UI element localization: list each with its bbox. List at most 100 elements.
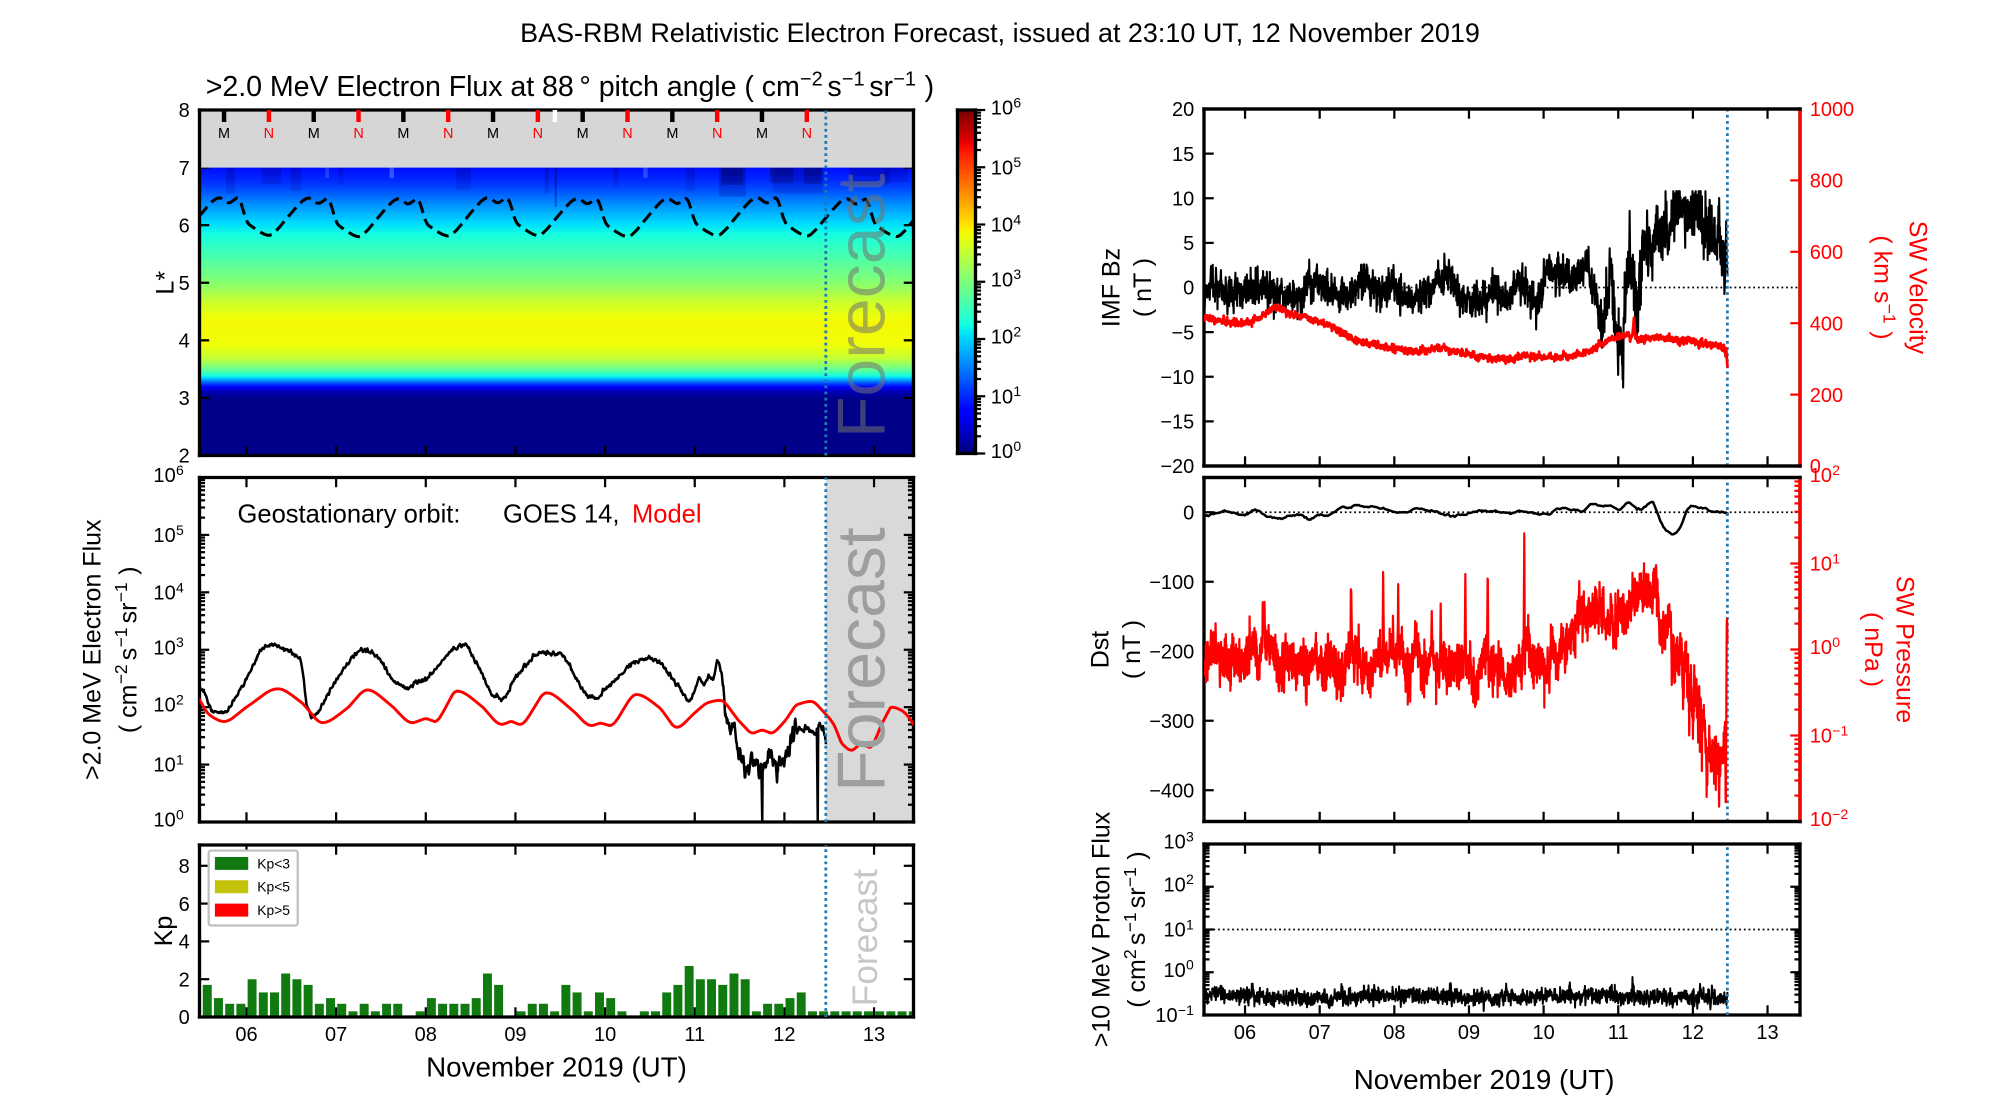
svg-text:06: 06	[1234, 1022, 1256, 1044]
svg-text:800: 800	[1810, 171, 1843, 193]
svg-text:N: N	[533, 126, 543, 142]
svg-text:M: M	[308, 126, 320, 142]
svg-text:200: 200	[1810, 385, 1843, 407]
svg-text:Dst: Dst	[1086, 631, 1114, 669]
svg-text:M: M	[487, 126, 499, 142]
svg-text:09: 09	[504, 1024, 526, 1046]
svg-text:1 0 2: 1 0 2	[153, 672, 186, 722]
svg-text:N: N	[712, 126, 722, 142]
svg-text:10: 10	[1532, 1022, 1554, 1044]
svg-text:November 2019 (UT): November 2019 (UT)	[1354, 1064, 1615, 1095]
svg-text:1 0 6: 1 0 6	[991, 75, 1024, 125]
svg-text:November 2019 (UT): November 2019 (UT)	[426, 1052, 687, 1083]
svg-text:M: M	[397, 126, 409, 142]
svg-text:1 0 4: 1 0 4	[991, 192, 1024, 242]
svg-text:0: 0	[1183, 502, 1194, 524]
svg-text:Forecast: Forecast	[823, 173, 899, 438]
svg-text:( c m: ( c m s s r ) 2 − 1 − 1	[1096, 840, 1155, 1008]
svg-text:07: 07	[325, 1024, 347, 1046]
svg-text:−100: −100	[1149, 572, 1194, 594]
svg-text:1 0 5: 1 0 5	[153, 502, 186, 552]
svg-text:L*: L*	[151, 271, 179, 295]
svg-text:M: M	[756, 126, 768, 142]
svg-text:−400: −400	[1149, 780, 1194, 802]
svg-text:6: 6	[179, 894, 190, 916]
svg-text:0: 0	[179, 1007, 190, 1029]
svg-text:−20: −20	[1160, 456, 1194, 478]
svg-text:Forecast: Forecast	[846, 869, 885, 1006]
svg-text:M: M	[577, 126, 589, 142]
svg-text:0: 0	[1183, 278, 1194, 300]
svg-text:SW Pressure: SW Pressure	[1890, 576, 1918, 723]
svg-text:( nT ): ( nT )	[1118, 620, 1146, 679]
svg-text:( c m: ( c m s s r ) − 2 − 1 − 1	[87, 555, 146, 733]
svg-text:7: 7	[179, 158, 190, 180]
svg-text:20: 20	[1172, 99, 1194, 121]
svg-text:1 0 3: 1 0 3	[991, 246, 1024, 296]
svg-text:1 0 0: 1 0 0	[1163, 937, 1196, 987]
svg-text:1 0 −: 1 0 − 1	[1155, 975, 1197, 1032]
svg-text:1 0 3: 1 0 3	[153, 614, 186, 664]
svg-text:M: M	[666, 126, 678, 142]
svg-text:09: 09	[1458, 1022, 1480, 1044]
svg-text:8: 8	[179, 100, 190, 122]
svg-text:08: 08	[415, 1024, 437, 1046]
svg-text:Forecast: Forecast	[823, 527, 899, 792]
svg-text:2: 2	[179, 969, 190, 991]
svg-text:12: 12	[1682, 1022, 1704, 1044]
svg-text:5: 5	[1183, 233, 1194, 255]
svg-text:1 0 1: 1 0 1	[1163, 897, 1196, 947]
svg-text:SW Velocity: SW Velocity	[1904, 221, 1932, 355]
svg-text:6: 6	[179, 215, 190, 237]
svg-text:BAS-RBM Relativistic Electron: BAS-RBM Relativistic Electron Forecast, …	[520, 18, 1480, 48]
svg-text:Model: Model	[632, 500, 702, 528]
svg-text:Kp<5: Kp<5	[257, 879, 290, 895]
svg-text:M: M	[218, 126, 230, 142]
svg-text:1 0 1: 1 0 1	[153, 732, 186, 782]
svg-text:1 0 −: 1 0 − 2	[1810, 779, 1852, 836]
svg-text:13: 13	[1756, 1022, 1778, 1044]
svg-text:0: 0	[1810, 456, 1821, 478]
svg-text:1 0 1: 1 0 1	[991, 363, 1024, 413]
svg-text:400: 400	[1810, 313, 1843, 335]
svg-text:1 0 2: 1 0 2	[1810, 442, 1843, 492]
svg-text:1 0 0: 1 0 0	[991, 418, 1024, 468]
svg-text:11: 11	[1608, 1022, 1629, 1044]
svg-text:15: 15	[1172, 144, 1194, 166]
svg-text:2: 2	[179, 446, 190, 468]
svg-text:>2.0 MeV Electron Flux: >2.0 MeV Electron Flux	[79, 519, 107, 780]
svg-text:N: N	[443, 126, 453, 142]
svg-text:N: N	[264, 126, 274, 142]
svg-text:( nT ): ( nT )	[1129, 258, 1157, 317]
svg-text:−15: −15	[1160, 412, 1194, 434]
svg-text:06: 06	[235, 1024, 257, 1046]
svg-text:1 0 −: 1 0 − 1	[1810, 695, 1852, 752]
svg-text:08: 08	[1383, 1022, 1405, 1044]
svg-text:>10 MeV Proton Flux: >10 MeV Proton Flux	[1087, 811, 1115, 1047]
svg-text:11: 11	[684, 1024, 705, 1046]
svg-text:Kp>5: Kp>5	[257, 902, 290, 918]
svg-text:1 0 6: 1 0 6	[153, 442, 186, 492]
svg-text:1000: 1000	[1810, 99, 1854, 121]
svg-text:1 0 3: 1 0 3	[1163, 809, 1196, 859]
svg-text:−300: −300	[1149, 711, 1194, 733]
svg-text:5: 5	[179, 273, 190, 295]
svg-text:4: 4	[179, 331, 190, 353]
svg-text:Kp<3: Kp<3	[257, 855, 290, 871]
svg-text:N: N	[353, 126, 363, 142]
svg-text:1 0 2: 1 0 2	[991, 304, 1024, 354]
svg-text:600: 600	[1810, 242, 1843, 264]
svg-text:3: 3	[179, 388, 190, 410]
svg-text:N: N	[802, 126, 812, 142]
svg-text:> 2 . 0: > 2 . 0 M e V E l e c t r o n F l u x a …	[206, 46, 945, 106]
svg-text:( nPa ): ( nPa )	[1859, 612, 1887, 687]
svg-text:1 0 0: 1 0 0	[1810, 614, 1843, 664]
svg-text:−10: −10	[1160, 367, 1194, 389]
svg-text:1 0 5: 1 0 5	[991, 134, 1024, 184]
svg-text:Kp: Kp	[150, 916, 178, 947]
svg-text:( k m: ( k m s ) − 1	[1864, 235, 1923, 350]
svg-text:10: 10	[594, 1024, 616, 1046]
svg-text:4: 4	[179, 932, 190, 954]
svg-text:1 0 0: 1 0 0	[153, 787, 186, 837]
svg-text:12: 12	[773, 1024, 795, 1046]
